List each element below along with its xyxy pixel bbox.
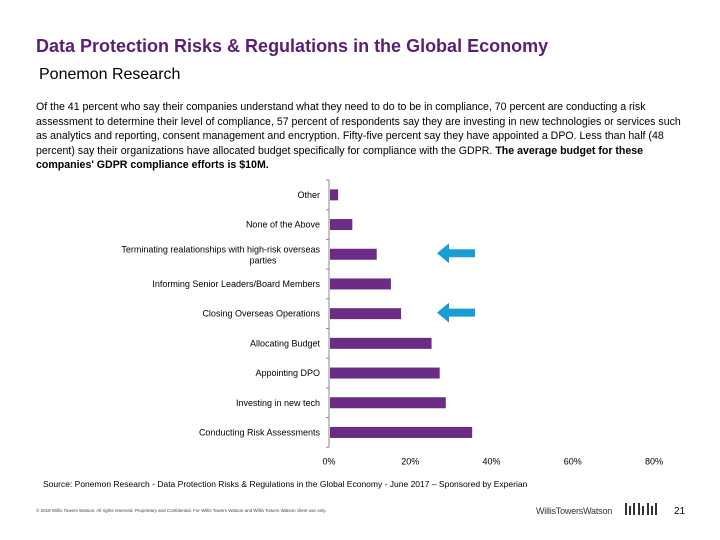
x-tick-label: 60% <box>564 456 582 466</box>
category-label: Allocating Budget <box>250 338 321 348</box>
bar <box>330 367 440 379</box>
category-label: Closing Overseas Operations <box>202 309 320 319</box>
bar <box>330 278 391 290</box>
bar <box>330 219 353 231</box>
body-text-bold: The average budget for these companies' … <box>36 144 644 172</box>
bar <box>330 397 446 409</box>
page-number: 21 <box>674 506 686 517</box>
category-label: Conducting Risk Assessments <box>199 427 321 437</box>
slide-subtitle: Ponemon Research <box>39 66 181 83</box>
arrow-left-icon <box>437 302 475 323</box>
category-label: None of the Above <box>246 220 320 230</box>
category-label: Informing Senior Leaders/Board Members <box>152 279 320 289</box>
x-tick-label: 40% <box>482 456 500 466</box>
category-label: Other <box>297 190 320 200</box>
bar <box>330 308 402 320</box>
bar <box>330 337 432 349</box>
slide-title: Data Protection Risks & Regulations in t… <box>36 36 549 56</box>
x-tick-label: 0% <box>322 456 335 466</box>
category-label: Investing in new tech <box>236 398 320 408</box>
bar <box>330 248 377 260</box>
body-paragraph: Of the 41 percent who say their companie… <box>36 100 684 173</box>
source-note: Source: Ponemon Research - Data Protecti… <box>43 479 528 489</box>
x-tick-label: 20% <box>401 456 419 466</box>
x-tick-label: 80% <box>645 456 663 466</box>
footer-brand: WillisTowersWatson <box>536 506 613 516</box>
category-label: Appointing DPO <box>255 368 320 378</box>
bar <box>330 189 339 201</box>
wtw-bars-logo-icon <box>625 503 657 515</box>
footer-copyright: © 2018 Willis Towers Watson. All rights … <box>36 508 327 513</box>
category-label: Terminating realationships with high-ris… <box>121 244 320 265</box>
body-text: Of the 41 percent who say their companie… <box>36 101 681 157</box>
arrow-left-icon <box>437 243 475 264</box>
bar <box>330 426 473 438</box>
